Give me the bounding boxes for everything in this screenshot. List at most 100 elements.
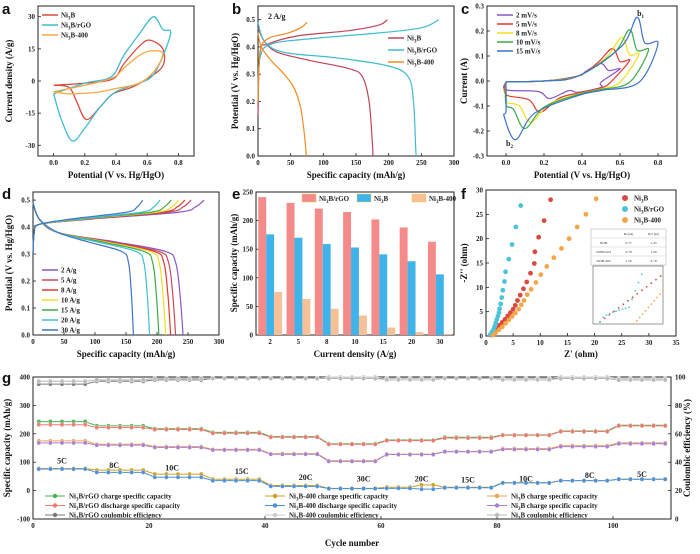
cycle-point bbox=[59, 378, 65, 384]
cycle-point bbox=[349, 458, 355, 464]
y-tick-label: 0 bbox=[27, 487, 31, 495]
nyquist-point-Ni3B-400 bbox=[583, 211, 589, 217]
bar-Ni3B/rGO-10 bbox=[343, 212, 352, 335]
cycle-point bbox=[303, 451, 308, 457]
cycle-point bbox=[384, 485, 390, 491]
cycle-point bbox=[558, 376, 564, 381]
cv-curve-Ni3B bbox=[53, 39, 166, 121]
nyquist-point-Ni3B-400 bbox=[521, 298, 527, 303]
cycle-point bbox=[337, 441, 343, 447]
legend-marker bbox=[494, 503, 500, 508]
cycle-point bbox=[419, 452, 424, 457]
cycle-point bbox=[279, 434, 285, 440]
y-tick-label: -15 bbox=[26, 110, 36, 118]
inset-point bbox=[627, 306, 630, 309]
cycle-point bbox=[395, 452, 401, 457]
cycle-point bbox=[651, 476, 656, 482]
y-tick-label: 400 bbox=[20, 374, 31, 382]
legend-label: Ni3B/rGO bbox=[407, 47, 438, 57]
cycle-point bbox=[326, 441, 332, 447]
cycle-point bbox=[36, 466, 42, 472]
cycle-point bbox=[372, 376, 378, 381]
x-tick-label: 0.4 bbox=[578, 159, 587, 167]
legend-label: Ni3B charge specific capacity bbox=[511, 493, 598, 503]
cycle-point bbox=[210, 430, 216, 436]
nyquist-point-Ni3B/rGO bbox=[503, 269, 508, 275]
chart-a: 0.0 0.2 0.4 0.6 0.8 -30 -15 0 15 30 Ni3BNi3B/rGONi… bbox=[4, 5, 195, 180]
bar-Ni3B/rGO-30 bbox=[427, 241, 436, 335]
rate-label: 5C bbox=[57, 457, 67, 466]
nyquist-point-Ni3B-400 bbox=[566, 236, 572, 242]
cycle-point bbox=[82, 466, 88, 472]
y-tick-label: -0.3 bbox=[473, 153, 485, 161]
cycle-point bbox=[465, 376, 471, 381]
inset-point bbox=[611, 311, 614, 314]
cycle-point bbox=[268, 451, 274, 457]
nyquist-point-Ni3B/rGO bbox=[498, 301, 504, 307]
y-tick-label: 0.5 bbox=[246, 16, 255, 24]
legend-label: 5 mV/s bbox=[516, 21, 537, 29]
cycle-point bbox=[279, 451, 285, 457]
nyquist-point-Ni3B bbox=[515, 298, 520, 303]
cycle-point bbox=[361, 458, 366, 464]
x-tick-label: 50 bbox=[61, 338, 69, 346]
nyquist-point-Ni3B-400 bbox=[551, 255, 557, 261]
nyquist-point-Ni3B-400 bbox=[503, 320, 508, 326]
y-tick-label: 0.2 bbox=[475, 28, 484, 36]
y-axis-label: Potential (V vs. Hg/HgO) bbox=[230, 33, 240, 129]
y-tick-label: 0.0 bbox=[246, 153, 255, 161]
y-tick-label: -100 bbox=[17, 516, 30, 524]
charge-curve-30 A/g bbox=[32, 199, 144, 255]
cycle-point bbox=[82, 378, 88, 384]
charge-curve-Ni3B-400 bbox=[257, 21, 308, 102]
nyquist-point-Ni3B bbox=[541, 218, 547, 224]
y-tick-label: 30 bbox=[476, 187, 484, 195]
inset-point bbox=[632, 323, 635, 325]
y-tick-label: -30 bbox=[26, 142, 36, 150]
x-tick-label: 20 bbox=[146, 522, 154, 530]
cycle-point bbox=[152, 474, 158, 480]
cycle-point bbox=[628, 423, 633, 429]
y-tick-label: 0.4 bbox=[21, 224, 30, 232]
cycle-point bbox=[512, 432, 517, 438]
x-tick-label: 0.6 bbox=[616, 159, 625, 167]
cycle-point bbox=[407, 452, 413, 457]
cycle-point bbox=[477, 435, 482, 441]
legend-label: Ni3B bbox=[407, 35, 422, 45]
cycle-point bbox=[117, 425, 123, 430]
panel-label-g: g bbox=[2, 370, 11, 387]
cycle-point bbox=[268, 483, 274, 489]
y-tick-label: 0 bbox=[480, 333, 484, 341]
cycle-point bbox=[152, 427, 158, 432]
legend-label: Ni3B bbox=[61, 12, 76, 22]
cycle-point bbox=[175, 445, 181, 450]
cycle-point bbox=[221, 430, 227, 436]
y2-tick-label: 60 bbox=[675, 430, 683, 438]
x-tick-label: 200 bbox=[383, 159, 394, 167]
cycle-point bbox=[581, 376, 587, 381]
nyquist-point-Ni3B-400 bbox=[518, 302, 524, 308]
nyquist-point-Ni3B bbox=[548, 197, 553, 203]
cycle-point bbox=[442, 449, 448, 455]
bar-Ni3B-10 bbox=[351, 247, 359, 335]
cycle-point bbox=[117, 442, 123, 448]
nyquist-point-Ni3B-400 bbox=[559, 246, 564, 251]
x-tick-label: 60 bbox=[378, 522, 386, 530]
cycle-point bbox=[662, 423, 668, 429]
discharge-curve-Ni3B bbox=[257, 27, 374, 157]
cycle-point bbox=[314, 434, 320, 440]
inset-point bbox=[621, 308, 624, 311]
cycle-point bbox=[48, 466, 53, 472]
cycle-point bbox=[465, 435, 471, 441]
cv-curve-2 mV/s bbox=[503, 62, 621, 100]
x-tick-label: 250 bbox=[416, 159, 427, 167]
cycle-point bbox=[361, 441, 366, 447]
cycle-point bbox=[175, 427, 181, 432]
x-tick-label: 30 bbox=[645, 339, 653, 347]
x-tick-label: 5 bbox=[297, 338, 301, 346]
cycle-point bbox=[488, 485, 494, 491]
table-cell: 0.77 bbox=[625, 241, 631, 245]
legend-marker bbox=[622, 195, 628, 201]
y-tick-label: 0 bbox=[250, 332, 254, 340]
cycle-point bbox=[187, 474, 193, 480]
